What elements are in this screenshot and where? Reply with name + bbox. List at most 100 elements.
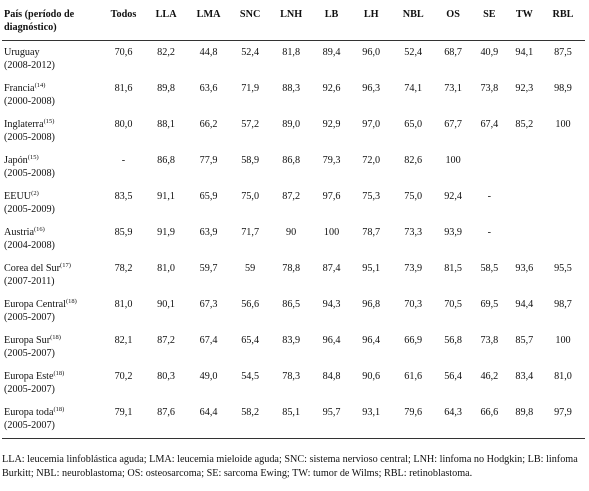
diagnosis-period: (2000-2008) bbox=[4, 96, 55, 107]
country-name: Inglaterra bbox=[4, 119, 44, 130]
table-cell: 64,4 bbox=[187, 401, 230, 439]
table-cell: 80,3 bbox=[157, 371, 175, 382]
table-cell: 95,7 bbox=[311, 401, 352, 439]
table-cell: 54,5 bbox=[241, 371, 260, 382]
reference-number: (14) bbox=[34, 82, 46, 89]
table-cell: 75,0 bbox=[241, 191, 260, 202]
column-header-lb: LB bbox=[311, 6, 352, 41]
table-row-europa-este: Europa Este(18) (2005-2007) 70,2 80,3 49,… bbox=[2, 365, 585, 401]
table-cell: 52,4 bbox=[241, 47, 260, 58]
table-cell: 94,4 bbox=[515, 299, 534, 310]
table-cell: 56,4 bbox=[444, 371, 463, 382]
column-header-lnh: LNH bbox=[270, 6, 312, 41]
country-name: Austria bbox=[4, 227, 34, 238]
table-cell: 65,9 bbox=[199, 191, 218, 202]
country-name: Japón bbox=[4, 155, 28, 166]
diagnosis-period: (2004-2008) bbox=[4, 240, 55, 251]
reference-number: (18) bbox=[53, 406, 65, 413]
table-cell: 92,4 bbox=[444, 191, 463, 202]
table-cell: 85,7 bbox=[515, 335, 534, 346]
table-cell: 87,2 bbox=[157, 335, 175, 346]
table-cell: 87,2 bbox=[282, 191, 301, 202]
table-row-austria: Austria(16) (2004-2008) 85,9 91,9 63,9 71… bbox=[2, 221, 585, 257]
country-cell: EEUU(2) (2005-2009) bbox=[2, 185, 102, 221]
diagnosis-period: (2007-2011) bbox=[4, 276, 55, 287]
table-cell: 97,9 bbox=[540, 401, 585, 439]
table-cell: 78,8 bbox=[282, 263, 301, 274]
table-cell: 86,8 bbox=[282, 155, 301, 166]
table-cell: 46,2 bbox=[480, 371, 499, 382]
table-cell: 86,5 bbox=[282, 299, 301, 310]
table-cell: 59,7 bbox=[199, 263, 218, 274]
column-header-nbl: NBL bbox=[391, 6, 436, 41]
table-cell: 88,3 bbox=[282, 83, 301, 94]
table-cell: 86,8 bbox=[157, 155, 175, 166]
table-cell: 40,9 bbox=[480, 47, 499, 58]
reference-number: (2) bbox=[31, 190, 39, 197]
table-cell: 96,3 bbox=[362, 83, 381, 94]
reference-number: (18) bbox=[65, 298, 77, 305]
table-cell: 93,9 bbox=[444, 227, 463, 238]
column-header-se: SE bbox=[471, 6, 508, 41]
table-cell: 81,0 bbox=[157, 263, 175, 274]
diagnosis-period: (2005-2007) bbox=[4, 312, 55, 323]
table-cell bbox=[471, 149, 508, 185]
header-row: País (período de diagnóstico) Todos LLA … bbox=[2, 6, 585, 41]
table-cell: 70,3 bbox=[404, 299, 423, 310]
table-cell: 79,6 bbox=[391, 401, 436, 439]
table-cell: 96,4 bbox=[322, 335, 341, 346]
table-cell bbox=[541, 221, 585, 257]
table-cell: 97,6 bbox=[322, 191, 341, 202]
table-cell: 95,5 bbox=[554, 263, 572, 274]
table-cell: 70,5 bbox=[444, 299, 463, 310]
table-cell: 71,9 bbox=[241, 83, 260, 94]
country-cell: Europa Este(18) (2005-2007) bbox=[2, 365, 102, 401]
reference-number: (16) bbox=[34, 226, 45, 233]
table-row-japon: Japón(15) (2005-2008) - 86,8 77,9 58,9 86… bbox=[2, 149, 585, 185]
table-cell: 78,7 bbox=[362, 227, 381, 238]
table-cell: 97,0 bbox=[362, 119, 381, 130]
table-row-corea-del-sur: Corea del Sur(17) (2007-2011) 78,2 81,0 5… bbox=[2, 257, 585, 293]
column-header-os: OS bbox=[435, 6, 472, 41]
diagnosis-period: (2005-2007) bbox=[4, 420, 55, 431]
table-cell: 66,2 bbox=[199, 119, 218, 130]
table-row-europa-central: Europa Central(18) (2005-2007) 81,0 90,1 … bbox=[2, 293, 585, 329]
table-cell: 70,2 bbox=[114, 371, 133, 382]
country-cell: Europa Central(18) (2005-2007) bbox=[2, 293, 102, 329]
table-cell: 100 bbox=[445, 155, 461, 166]
diagnosis-period: (2005-2007) bbox=[4, 348, 55, 359]
diagnosis-period: (2005-2008) bbox=[4, 168, 55, 179]
table-cell: 82,6 bbox=[404, 155, 423, 166]
survival-table: País (período de diagnóstico) Todos LLA … bbox=[2, 6, 585, 439]
table-cell: 98,9 bbox=[554, 83, 572, 94]
reference-number: (18) bbox=[50, 334, 61, 341]
table-cell: 74,1 bbox=[404, 83, 423, 94]
table-cell bbox=[541, 185, 585, 221]
country-name: Europa Este bbox=[4, 371, 54, 382]
table-cell: 78,2 bbox=[114, 263, 133, 274]
table-cell: 98,7 bbox=[554, 299, 572, 310]
table-cell: 91,9 bbox=[157, 227, 175, 238]
table-row-uruguay: Uruguay (2008-2012) 70,6 82,2 44,8 52,4 8… bbox=[2, 41, 585, 78]
table-cell: 81,8 bbox=[282, 47, 301, 58]
column-header-rbl: RBL bbox=[540, 6, 585, 41]
table-cell: 93,6 bbox=[515, 263, 534, 274]
table-cell: 96,4 bbox=[362, 335, 381, 346]
table-cell: 90 bbox=[286, 227, 297, 238]
table-cell: 65,4 bbox=[241, 335, 260, 346]
table-cell: 70,6 bbox=[114, 47, 133, 58]
table-cell: 92,9 bbox=[322, 119, 341, 130]
table-cell: 96,0 bbox=[362, 47, 381, 58]
country-cell: Corea del Sur(17) (2007-2011) bbox=[2, 257, 102, 293]
table-cell: 80,0 bbox=[114, 119, 133, 130]
table-cell: 79,3 bbox=[322, 155, 341, 166]
table-cell: 71,7 bbox=[241, 227, 260, 238]
table-cell: 65,0 bbox=[404, 119, 423, 130]
table-cell: 85,9 bbox=[114, 227, 133, 238]
table-cell: 100 bbox=[323, 227, 340, 238]
table-cell: 58,5 bbox=[480, 263, 499, 274]
table-cell: 73,9 bbox=[404, 263, 423, 274]
table-cell: 91,1 bbox=[157, 191, 175, 202]
table-cell: 87,6 bbox=[144, 401, 188, 439]
table-cell: 92,6 bbox=[322, 83, 341, 94]
